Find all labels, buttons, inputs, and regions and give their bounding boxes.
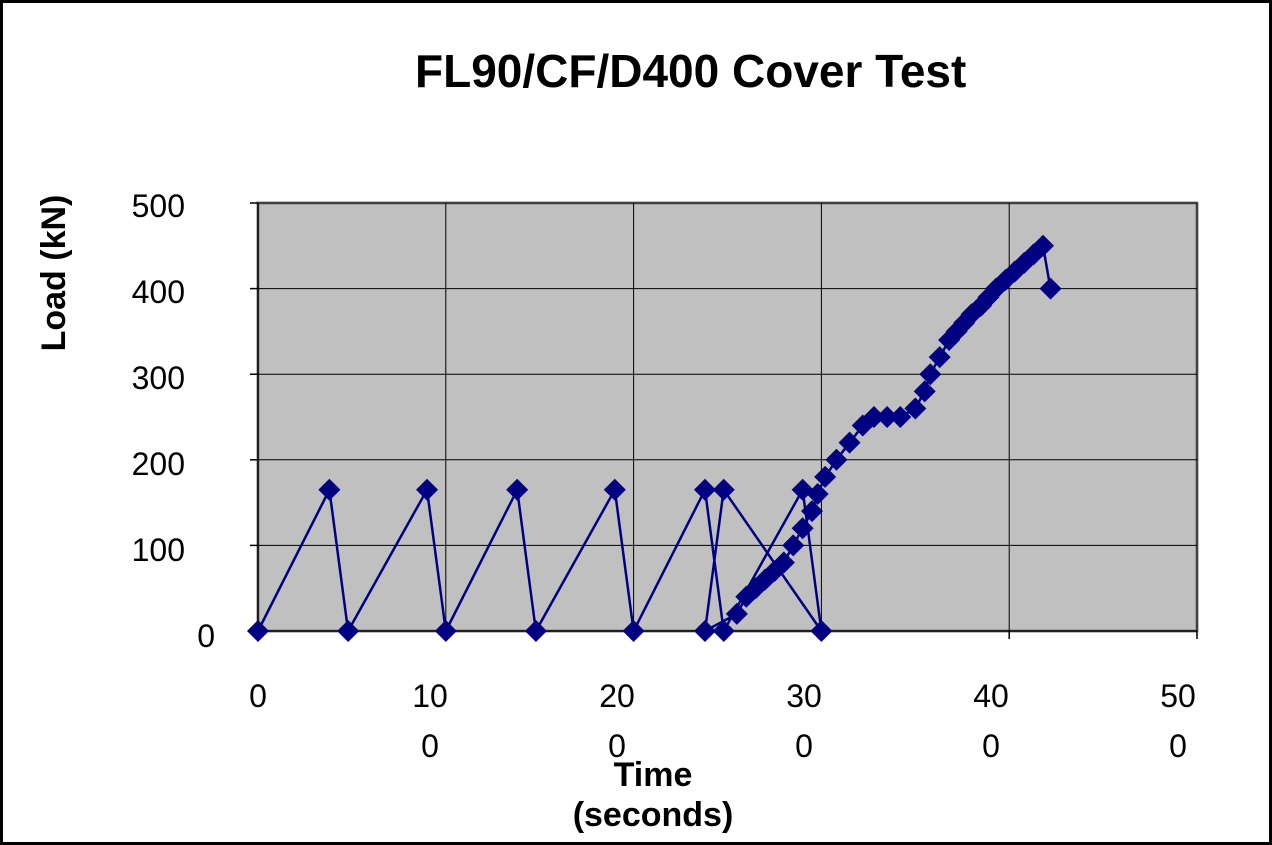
x-tick-label: 100 [412,678,448,764]
data-point [810,620,833,642]
x-axis-label: Time (seconds) [572,756,734,834]
y-tick-label: 400 [131,274,185,310]
data-point [801,500,824,523]
data-point [434,620,457,642]
chart-title: FL90/CF/D400 Cover Test [415,45,967,97]
data-point [712,478,735,501]
data-point [416,478,439,501]
data-point [693,478,716,501]
data-point [814,465,837,488]
data-point [838,431,861,454]
y-axis-label: Load (kN) [35,194,73,352]
data-point [862,406,885,428]
data-point [1032,234,1055,257]
plot-area [256,201,1199,633]
data-point [524,620,547,642]
data-point [904,397,927,420]
data-point [782,534,805,557]
data-point [337,620,360,642]
chart-svg [247,201,1199,642]
y-tick-label: 0 [197,618,215,654]
y-tick-label: 100 [131,532,185,568]
x-tick-label: 0 [249,678,267,714]
data-point [506,478,529,501]
data-point [603,478,626,501]
data-point [928,346,951,369]
data-point [806,483,829,506]
x-tick-label: 400 [973,678,1009,764]
y-tick-label: 500 [131,188,185,224]
series-group [247,234,1062,642]
data-point [919,363,942,386]
data-point [712,620,735,642]
data-point [876,406,899,428]
x-tick-label: 200 [599,678,635,764]
data-point [622,620,645,642]
data-point [772,551,795,574]
x-tick-label: 300 [786,678,822,764]
data-point [1039,277,1062,300]
data-point [825,448,848,471]
data-point [1013,251,1036,274]
data-point [318,478,341,501]
data-point [889,406,912,428]
data-point [247,620,269,642]
data-point [693,620,716,642]
data-point [725,602,748,625]
data-point [913,380,936,403]
data-point [791,517,814,540]
y-tick-label: 200 [131,446,185,482]
x-tick-label: 500 [1160,678,1196,764]
y-tick-label: 300 [131,360,185,396]
